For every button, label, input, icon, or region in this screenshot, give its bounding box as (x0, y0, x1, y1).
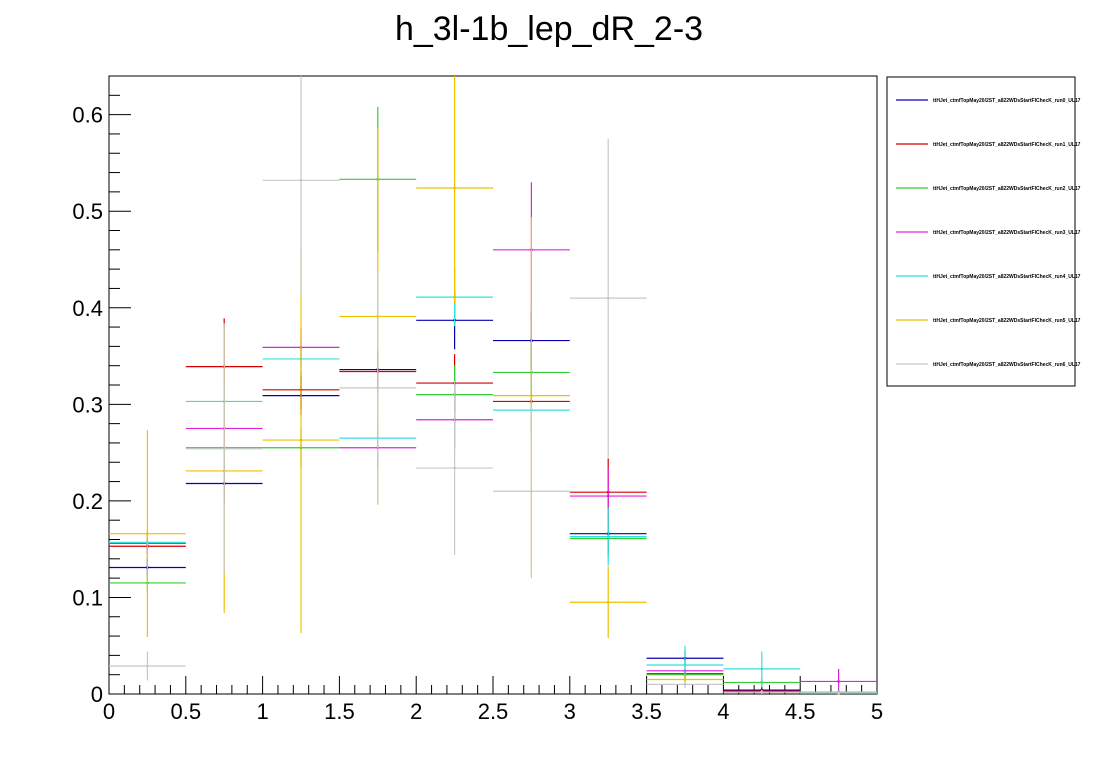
y-tick-label: 0 (91, 682, 103, 707)
data-point (606, 296, 610, 300)
data-point (453, 186, 456, 190)
data-point (299, 438, 303, 442)
chart-title: h_3l-1b_lep_dR_2-3 (395, 10, 703, 48)
legend-label: ttHJet_ctmfTopMay20/2ST_a822WDsStartFICh… (933, 274, 1081, 280)
data-point (760, 667, 764, 671)
legend-label: ttHJet_ctmfTopMay20/2ST_a822WDsStartFICh… (933, 318, 1081, 324)
data-point (376, 386, 380, 390)
data-point (760, 690, 764, 694)
data-point (683, 678, 687, 681)
series-6 (109, 76, 877, 695)
x-tick-label: 0.5 (171, 699, 202, 724)
data-point (606, 535, 610, 539)
plot-area: 0 0.5 1 1.5 2 2.5 3 3.5 4 4.5 5 0 0.1 0.2 0.3 0.4 0.5 0.6 (72, 75, 883, 724)
data-point (683, 682, 687, 686)
data-point (146, 532, 149, 536)
x-tick-label: 5 (871, 699, 883, 724)
x-tick-label: 3.5 (631, 699, 662, 724)
data-point (683, 663, 687, 667)
data-point (606, 494, 610, 498)
legend-label: ttHJet_ctmfTopMay20/2ST_a822WDsStartFICh… (933, 230, 1081, 236)
data-point (837, 680, 840, 683)
data-point (222, 447, 226, 451)
data-point (837, 691, 840, 695)
data-point (606, 600, 610, 604)
y-tick-label: 0.4 (72, 296, 103, 321)
legend-label: ttHJet_ctmfTopMay20/2ST_a822WDsStartFICh… (933, 362, 1081, 368)
legend-label: ttHJet_ctmfTopMay20/2ST_a822WDsStartFICh… (933, 186, 1081, 192)
x-tick-label: 3 (564, 699, 576, 724)
y-tick-label: 0.5 (72, 199, 103, 224)
x-tick-label: 4 (717, 699, 729, 724)
x-tick-label: 0 (103, 699, 115, 724)
x-tick-label: 2 (410, 699, 422, 724)
x-tick-label: 1 (256, 699, 268, 724)
y-tick-label: 0.6 (72, 103, 103, 128)
x-tick-label: 4.5 (785, 699, 816, 724)
data-point (146, 664, 149, 668)
data-point (530, 489, 533, 493)
data-point (530, 394, 533, 398)
legend-label: ttHJet_ctmfTopMay20/2ST_a822WDsStartFICh… (933, 142, 1081, 148)
legend: ttHJet_ctmfTopMay20/2ST_a822WDsStartFICh… (886, 76, 1081, 387)
x-tick-label: 2.5 (478, 699, 509, 724)
x-tick-label: 1.5 (324, 699, 355, 724)
legend-label: ttHJet_ctmfTopMay20/2ST_a822WDsStartFICh… (933, 98, 1081, 104)
y-tick-label: 0.3 (72, 392, 103, 417)
y-tick-label: 0.1 (72, 585, 103, 610)
data-point (299, 178, 303, 182)
y-tick-label: 0.2 (72, 489, 103, 514)
data-point (453, 466, 456, 470)
